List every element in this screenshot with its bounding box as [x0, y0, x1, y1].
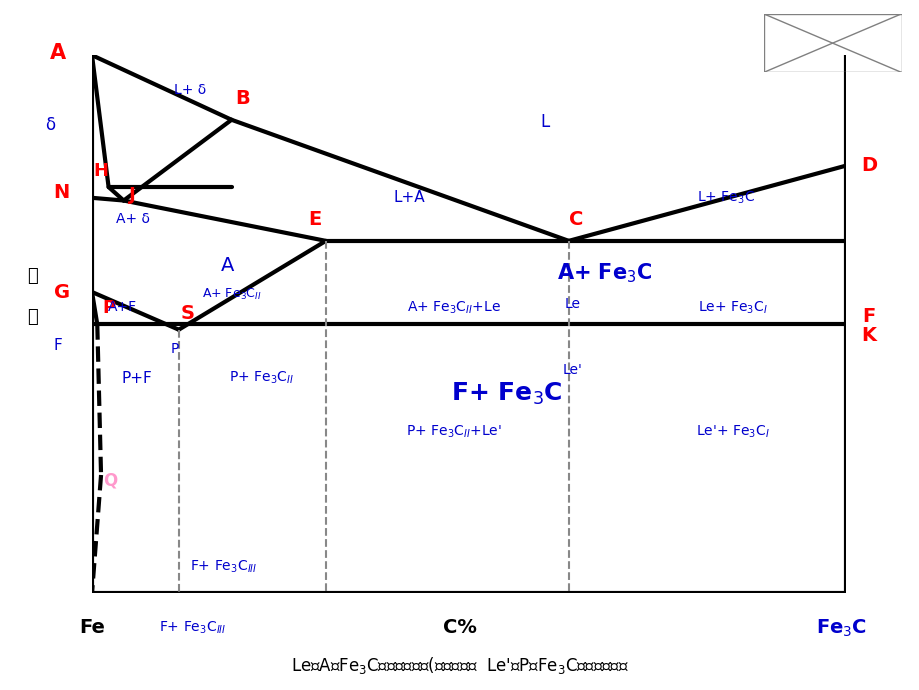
Text: L+ δ: L+ δ	[174, 83, 206, 97]
Text: K: K	[860, 326, 876, 344]
Text: B: B	[235, 89, 250, 108]
Text: F: F	[861, 307, 875, 326]
Text: C%: C%	[443, 618, 476, 638]
Text: F: F	[53, 338, 62, 353]
Text: A+ Fe$_3$C$_{II}$+Le: A+ Fe$_3$C$_{II}$+Le	[407, 300, 501, 316]
Text: D: D	[860, 156, 876, 175]
Text: A+ Fe$_3$C: A+ Fe$_3$C	[557, 262, 652, 285]
Text: A+F: A+F	[108, 299, 137, 313]
Text: S: S	[181, 304, 195, 323]
Text: P+ Fe$_3$C$_{II}$: P+ Fe$_3$C$_{II}$	[229, 370, 294, 386]
Text: 温: 温	[27, 267, 38, 285]
Text: Le+ Fe$_3$C$_I$: Le+ Fe$_3$C$_I$	[698, 300, 767, 316]
Text: Fe$_3$C: Fe$_3$C	[815, 618, 867, 638]
Text: N: N	[53, 183, 70, 202]
Text: H: H	[94, 162, 108, 180]
Text: F+ Fe$_3$C$_{III}$: F+ Fe$_3$C$_{III}$	[159, 620, 227, 636]
Text: A+ δ: A+ δ	[117, 213, 151, 226]
Text: Le为A和Fe$_3$C的机械混合物(蜂窝状），  Le'为P和Fe$_3$C的机械混合物: Le为A和Fe$_3$C的机械混合物(蜂窝状）， Le'为P和Fe$_3$C的机…	[290, 656, 629, 676]
Text: L+ Fe$_3$C: L+ Fe$_3$C	[696, 190, 754, 206]
Text: P+ Fe$_3$C$_{II}$+Le': P+ Fe$_3$C$_{II}$+Le'	[405, 424, 502, 440]
Text: 度: 度	[27, 308, 38, 326]
Text: δ: δ	[45, 116, 55, 134]
Text: L+A: L+A	[392, 190, 425, 206]
Text: C: C	[569, 210, 583, 229]
Text: Q: Q	[103, 471, 117, 489]
Text: E: E	[308, 210, 321, 229]
Text: Fe: Fe	[79, 618, 105, 638]
Text: G: G	[53, 282, 70, 302]
Text: F+ Fe$_3$C: F+ Fe$_3$C	[450, 381, 562, 407]
Text: Le'+ Fe$_3$C$_I$: Le'+ Fe$_3$C$_I$	[696, 424, 769, 440]
Text: F+ Fe$_3$C$_{III}$: F+ Fe$_3$C$_{III}$	[190, 558, 257, 575]
Text: A+ Fe$_3$C$_{II}$: A+ Fe$_3$C$_{II}$	[201, 287, 261, 302]
Text: A: A	[221, 255, 234, 275]
Text: J: J	[130, 186, 136, 204]
Text: P: P	[102, 299, 115, 317]
Text: Le': Le'	[562, 363, 582, 377]
Text: A: A	[50, 43, 66, 63]
Text: P: P	[171, 342, 179, 355]
Text: L: L	[539, 113, 549, 132]
Text: Le: Le	[564, 297, 580, 311]
Text: P+F: P+F	[121, 371, 153, 386]
